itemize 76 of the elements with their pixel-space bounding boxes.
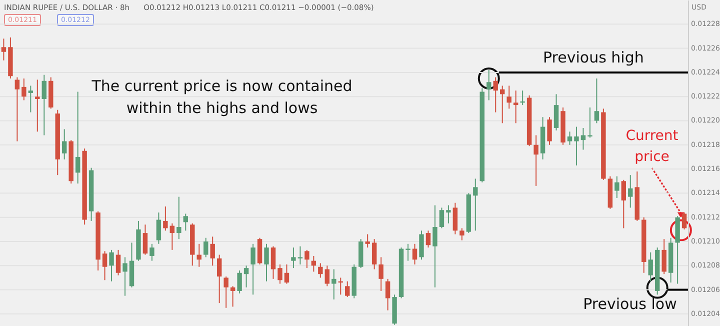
candlestick [385,278,390,311]
annotation: price [634,149,670,165]
candlestick [412,243,418,265]
candlestick [75,91,80,184]
candlestick [628,174,633,208]
candlestick [22,78,26,101]
candlestick [513,90,518,124]
candlestick [378,256,384,292]
candlestick [426,230,431,248]
candlestick [250,243,256,296]
candlestick [554,94,559,131]
candlestick [278,264,282,284]
candlestick [122,256,128,296]
candlestick [291,247,296,269]
candlestick [150,243,154,262]
candlestick [142,224,148,256]
annotation: The current price is now contained [90,77,352,95]
candlestick [284,264,290,284]
candlestick [446,204,451,224]
candlestick [460,228,464,241]
candlestick [621,179,626,229]
candlestick [580,127,586,150]
candlestick [614,176,620,199]
candlestick [216,254,222,304]
candlestick [588,106,592,138]
candlestick [204,237,208,258]
candlestick [244,265,249,288]
candlestick [35,79,40,132]
candlestick [594,78,600,124]
candlestick [506,85,512,110]
candlestick [210,236,215,266]
candlestick [170,222,175,250]
candlestick [439,207,444,229]
candlestick [406,243,410,262]
candlestick [534,134,538,186]
candlestick [102,250,108,281]
candlestick [270,246,276,280]
candlestick [365,234,370,248]
candlestick [452,202,458,235]
candlestick [237,270,242,294]
annotation: within the highs and lows [126,99,318,117]
annotation: Current [626,128,679,144]
candlestick [304,249,310,269]
candlestick [345,280,350,298]
candlestick [682,212,687,230]
candlestick [116,249,121,276]
ref-line-label: Previous low [583,294,677,313]
candlestick [574,126,579,166]
candlestick [28,85,34,113]
ref-line-label: Previous high [543,48,644,66]
candlestick [109,249,114,282]
candlestick [264,243,269,282]
candlestick [486,70,492,101]
candlestick [163,206,168,232]
candlestick [230,286,236,308]
candlestick [372,238,377,270]
candlestick [318,262,323,278]
candlestick [419,230,424,260]
candlestick [224,276,228,308]
candlestick [662,238,666,275]
candlestick [547,116,552,146]
candlestick [473,178,478,232]
candlestick [432,204,438,288]
candlestick [332,268,336,300]
candlestick [62,128,67,160]
candlestick [324,265,330,287]
candlestick [648,252,653,282]
candlestick [183,213,188,232]
candlestick [1,38,6,61]
candlestick [176,196,182,240]
candlestick [156,212,162,244]
candlestick [493,76,498,113]
candlestick [14,76,20,142]
candlestick [298,246,303,265]
candlestick [42,74,46,136]
candlestick [567,131,572,146]
